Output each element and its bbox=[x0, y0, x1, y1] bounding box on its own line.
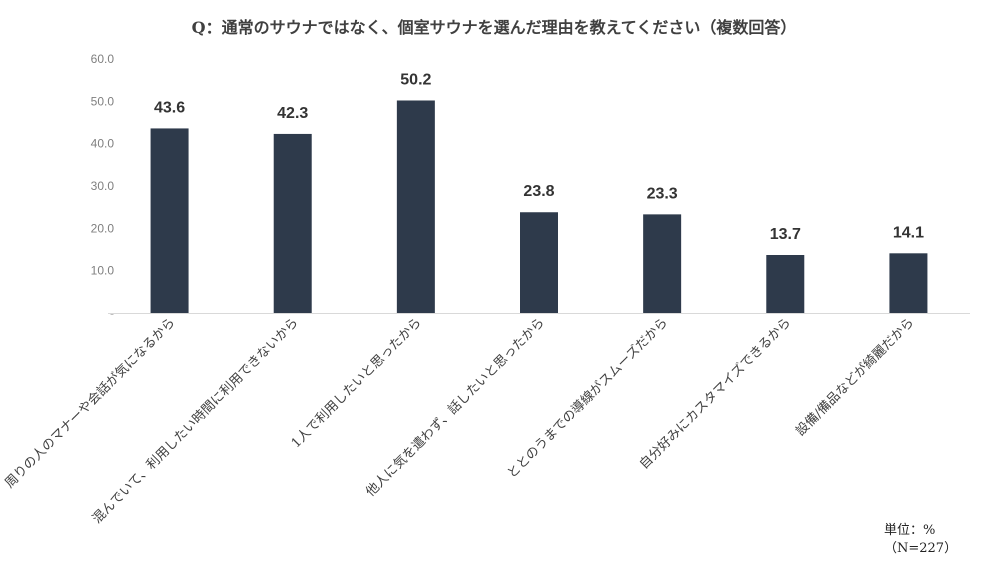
x-tick-label: 混んでいて、利用したい時間に利用できないから bbox=[90, 315, 302, 527]
data-label: 13.7 bbox=[770, 226, 801, 243]
category-labels: 周りの人のマナーや会話が気になるから混んでいて、利用したい時間に利用できないから… bbox=[2, 315, 918, 527]
data-label: 23.3 bbox=[647, 185, 678, 202]
y-tick-label: 60.0 bbox=[91, 52, 115, 66]
sample-size-note: （N=227） bbox=[884, 541, 958, 556]
y-tick-label: 50.0 bbox=[91, 94, 115, 108]
bar bbox=[766, 255, 805, 313]
y-tick-label: 20.0 bbox=[91, 221, 115, 235]
x-tick-label: 設備/備品などが綺麗だから bbox=[793, 315, 918, 440]
y-axis-ticks: -10.020.030.040.050.060.0 bbox=[91, 52, 115, 320]
bar bbox=[520, 212, 558, 313]
bar bbox=[643, 214, 682, 313]
unit-note: 単位：% bbox=[884, 523, 936, 538]
bar bbox=[889, 253, 928, 313]
value-labels: 43.6 42.3 50.2 23.8 23.3 13.7 14.1 bbox=[154, 71, 924, 243]
y-tick-label: 10.0 bbox=[91, 264, 115, 278]
data-label: 50.2 bbox=[400, 71, 431, 88]
bar bbox=[396, 100, 435, 313]
bar bbox=[150, 128, 189, 313]
bar bbox=[273, 133, 312, 313]
notes: 単位：% （N=227） bbox=[884, 522, 957, 558]
data-label: 42.3 bbox=[277, 105, 308, 122]
x-tick-label: 自分好みにカスタマイズできるから bbox=[636, 315, 794, 473]
x-tick-label: 1人で利用したいと思ったから bbox=[289, 315, 425, 451]
data-label: 14.1 bbox=[893, 224, 924, 241]
data-label: 23.8 bbox=[523, 183, 554, 200]
chart-title: Q：通常のサウナではなく、個室サウナを選んだ理由を教えてください（複数回答） bbox=[192, 18, 797, 37]
y-tick-label: 40.0 bbox=[91, 137, 115, 151]
y-tick-label: 30.0 bbox=[91, 179, 115, 193]
bars bbox=[150, 100, 928, 313]
data-label: 43.6 bbox=[154, 99, 185, 116]
